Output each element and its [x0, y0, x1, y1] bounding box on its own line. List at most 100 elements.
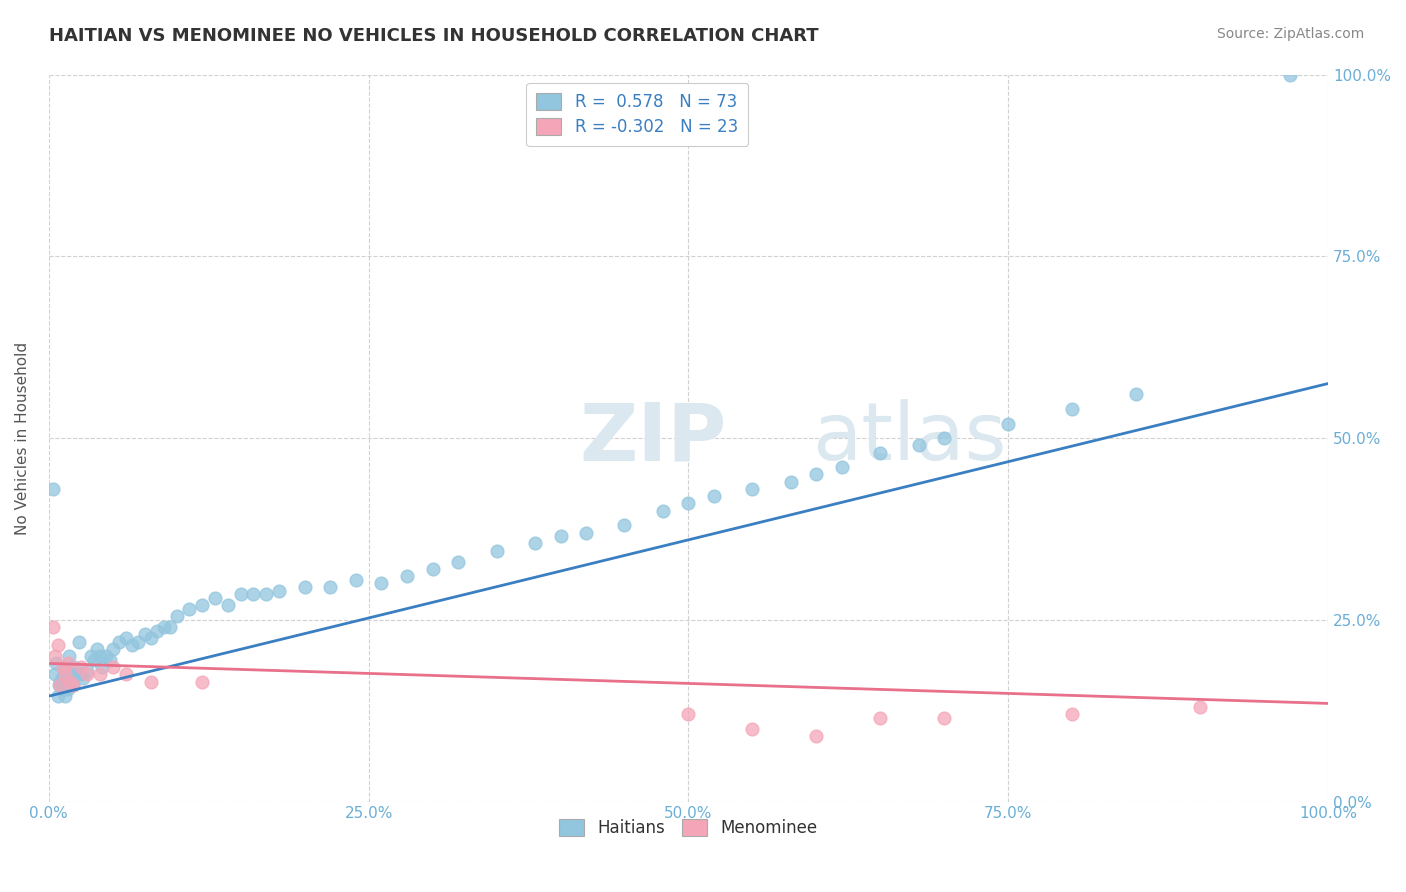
Text: atlas: atlas [813, 399, 1007, 477]
Point [204, 591, 226, 605]
Point [83, 653, 105, 667]
Point [370, 576, 392, 591]
Point [41, 482, 63, 496]
Point [52, 660, 75, 674]
Point [159, 620, 181, 634]
Point [779, 475, 801, 489]
Point [56, 657, 79, 671]
Point [267, 583, 290, 598]
Point [46, 689, 69, 703]
Point [108, 634, 131, 648]
Point [139, 674, 162, 689]
Text: Source: ZipAtlas.com: Source: ZipAtlas.com [1216, 27, 1364, 41]
Point [907, 438, 929, 452]
Point [55, 667, 77, 681]
Point [575, 525, 598, 540]
Point [121, 638, 143, 652]
Point [46, 638, 69, 652]
Point [1062, 707, 1084, 722]
Point [806, 729, 828, 743]
Point [69, 667, 91, 681]
Point [41, 620, 63, 634]
Point [59, 674, 82, 689]
Point [869, 711, 891, 725]
Point [741, 482, 763, 496]
Point [127, 634, 149, 648]
Point [613, 518, 636, 533]
Point [53, 664, 76, 678]
Point [741, 722, 763, 736]
Point [523, 536, 546, 550]
Point [96, 649, 118, 664]
Point [55, 689, 77, 703]
Point [153, 620, 176, 634]
Point [51, 671, 73, 685]
Point [651, 504, 673, 518]
Point [56, 681, 79, 696]
Point [806, 467, 828, 482]
Point [134, 627, 156, 641]
Point [191, 599, 214, 613]
Point [229, 587, 252, 601]
Point [831, 460, 853, 475]
Point [139, 631, 162, 645]
Point [146, 624, 169, 638]
Point [934, 431, 956, 445]
Point [1278, 68, 1301, 82]
Point [101, 641, 124, 656]
Point [45, 657, 67, 671]
Point [869, 445, 891, 459]
Point [1125, 387, 1147, 401]
Point [63, 660, 86, 674]
Point [191, 674, 214, 689]
Point [1189, 700, 1212, 714]
Point [72, 671, 94, 685]
Point [179, 602, 201, 616]
Point [89, 649, 111, 664]
Point [62, 678, 84, 692]
Point [69, 634, 91, 648]
Point [447, 555, 470, 569]
Point [294, 580, 316, 594]
Point [166, 609, 188, 624]
Point [934, 711, 956, 725]
Point [76, 667, 98, 681]
Point [58, 649, 80, 664]
Point [217, 599, 239, 613]
Point [59, 674, 82, 689]
Point [1062, 401, 1084, 416]
Point [997, 417, 1019, 431]
Point [66, 667, 89, 681]
Point [91, 660, 114, 674]
Point [114, 631, 136, 645]
Point [44, 649, 66, 664]
Point [319, 580, 342, 594]
Point [80, 649, 103, 664]
Point [254, 587, 277, 601]
Point [69, 660, 91, 674]
Point [49, 674, 72, 689]
Point [62, 678, 84, 692]
Point [344, 573, 367, 587]
Point [49, 678, 72, 692]
Point [101, 660, 124, 674]
Point [422, 562, 444, 576]
Point [242, 587, 264, 601]
Point [678, 496, 700, 510]
Point [44, 667, 66, 681]
Point [550, 529, 572, 543]
Point [678, 707, 700, 722]
Point [395, 569, 418, 583]
Point [60, 667, 83, 681]
Point [52, 681, 75, 696]
Point [76, 664, 98, 678]
Text: HAITIAN VS MENOMINEE NO VEHICLES IN HOUSEHOLD CORRELATION CHART: HAITIAN VS MENOMINEE NO VEHICLES IN HOUS… [49, 27, 818, 45]
Legend: Haitians, Menominee: Haitians, Menominee [553, 813, 824, 844]
Point [485, 543, 508, 558]
Point [98, 653, 121, 667]
Point [48, 678, 70, 692]
Point [89, 667, 111, 681]
Point [86, 641, 108, 656]
Y-axis label: No Vehicles in Household: No Vehicles in Household [15, 342, 30, 534]
Point [703, 489, 725, 503]
